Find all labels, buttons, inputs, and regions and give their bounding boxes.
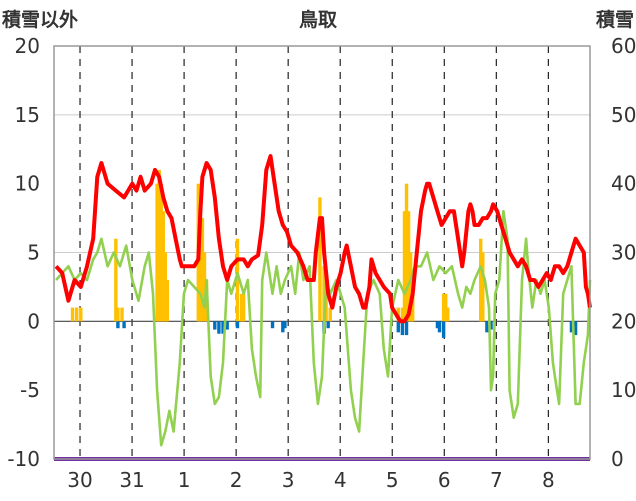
precip-bar-35 bbox=[481, 252, 485, 322]
precip-bar-34 bbox=[479, 238, 483, 322]
left-tick-label: 10 bbox=[15, 172, 40, 196]
precip-bar-8 bbox=[159, 183, 163, 322]
negative_bar-bar-14 bbox=[404, 321, 409, 336]
x-tick-label: 8 bbox=[542, 468, 555, 492]
precip-bar-32 bbox=[443, 293, 448, 322]
precip-bar-1 bbox=[74, 307, 79, 322]
precip-bar-13 bbox=[198, 197, 203, 322]
left-axis-label: 積雪以外 bbox=[2, 8, 78, 31]
precip-bar-18 bbox=[239, 293, 244, 322]
negative_bar-bar-6 bbox=[235, 321, 240, 329]
negative_bar-bar-4 bbox=[221, 321, 225, 334]
x-tick-label: 7 bbox=[490, 468, 503, 492]
negative_bar-bar-5 bbox=[225, 321, 229, 330]
precip-bar-20 bbox=[318, 197, 322, 322]
plot-border bbox=[53, 45, 591, 460]
negative_bar-bar-15 bbox=[435, 321, 440, 329]
precip-bar-23 bbox=[328, 307, 332, 322]
x-tick-label: 1 bbox=[178, 468, 191, 492]
precip-bar-6 bbox=[155, 183, 159, 322]
negative_bar-bar-7 bbox=[270, 321, 275, 329]
precip-bar-5 bbox=[120, 307, 124, 322]
precip-bar-19 bbox=[241, 293, 246, 322]
precip-bar-0 bbox=[70, 307, 75, 322]
right-tick-label: 40 bbox=[611, 172, 636, 196]
right-tick-label: 10 bbox=[611, 378, 636, 402]
left-tick-label: 0 bbox=[27, 309, 40, 333]
negative_bar-bar-9 bbox=[283, 321, 287, 329]
precip-bar-27 bbox=[404, 183, 409, 322]
precip-bar-33 bbox=[446, 307, 450, 322]
right-tick-label: 60 bbox=[611, 34, 636, 58]
x-tick-label: 6 bbox=[438, 468, 451, 492]
precip-bar-11 bbox=[165, 280, 170, 322]
negative_bar-bar-8 bbox=[281, 321, 285, 333]
precip-bar-2 bbox=[79, 307, 83, 322]
x-tick-label: 3 bbox=[282, 468, 295, 492]
left-tick-label: 15 bbox=[15, 103, 40, 127]
precip-bar-31 bbox=[441, 293, 446, 322]
right-tick-label: 0 bbox=[611, 447, 624, 471]
x-tick-label: 31 bbox=[119, 468, 144, 492]
left-tick-label: -10 bbox=[7, 447, 40, 471]
x-tick-label: 5 bbox=[386, 468, 399, 492]
precip-bar-28 bbox=[406, 211, 411, 322]
right-tick-label: 20 bbox=[611, 309, 636, 333]
negative_bar-bar-0 bbox=[116, 321, 120, 329]
negative_bar-bar-3 bbox=[217, 321, 221, 334]
precip-bar-9 bbox=[161, 211, 165, 322]
negative_bar-bar-13 bbox=[400, 321, 405, 336]
negative_bar-bar-2 bbox=[213, 321, 217, 330]
x-tick-label: 2 bbox=[230, 468, 243, 492]
dewpoint-line bbox=[55, 209, 592, 447]
chart-title: 鳥取 bbox=[299, 8, 337, 31]
right-axis-label: 積雪 bbox=[596, 8, 634, 31]
negative_bar-bar-20 bbox=[569, 321, 574, 333]
negative_bar-bar-12 bbox=[396, 321, 400, 333]
left-tick-label: 5 bbox=[27, 241, 40, 265]
x-tick-label: 30 bbox=[67, 468, 92, 492]
right-tick-label: 50 bbox=[611, 103, 636, 127]
precip-bar-17 bbox=[235, 238, 240, 322]
negative_bar-bar-16 bbox=[437, 321, 442, 333]
precip-bar-29 bbox=[408, 252, 413, 322]
negative_bar-bar-11 bbox=[326, 321, 330, 329]
precip-bar-21 bbox=[322, 266, 326, 322]
precip-bar-4 bbox=[116, 307, 120, 322]
temperature-line bbox=[54, 154, 592, 324]
precip-bar-3 bbox=[114, 238, 118, 322]
negative_bar-bar-19 bbox=[489, 321, 493, 330]
negative_bar-bar-18 bbox=[485, 321, 489, 333]
precip-bar-26 bbox=[402, 211, 407, 322]
precip-bar-7 bbox=[157, 169, 161, 322]
precip-bar-14 bbox=[200, 218, 205, 322]
negative_bar-bar-17 bbox=[441, 321, 446, 338]
left-tick-label: -5 bbox=[20, 378, 40, 402]
x-tick-label: 4 bbox=[334, 468, 347, 492]
precip-bar-10 bbox=[163, 252, 168, 322]
right-tick-label: 30 bbox=[611, 241, 636, 265]
precip-bar-25 bbox=[400, 307, 405, 322]
negative_bar-bar-21 bbox=[573, 321, 578, 336]
negative_bar-bar-1 bbox=[122, 321, 126, 329]
axes-layer: -10 -5 0 5 10 15 20 0 10 20 30 40 50 60 30 31 1 2 3 4 5 6 7 8 bbox=[7, 34, 636, 492]
left-tick-label: 20 bbox=[15, 34, 40, 58]
precip-bar-15 bbox=[202, 252, 207, 322]
